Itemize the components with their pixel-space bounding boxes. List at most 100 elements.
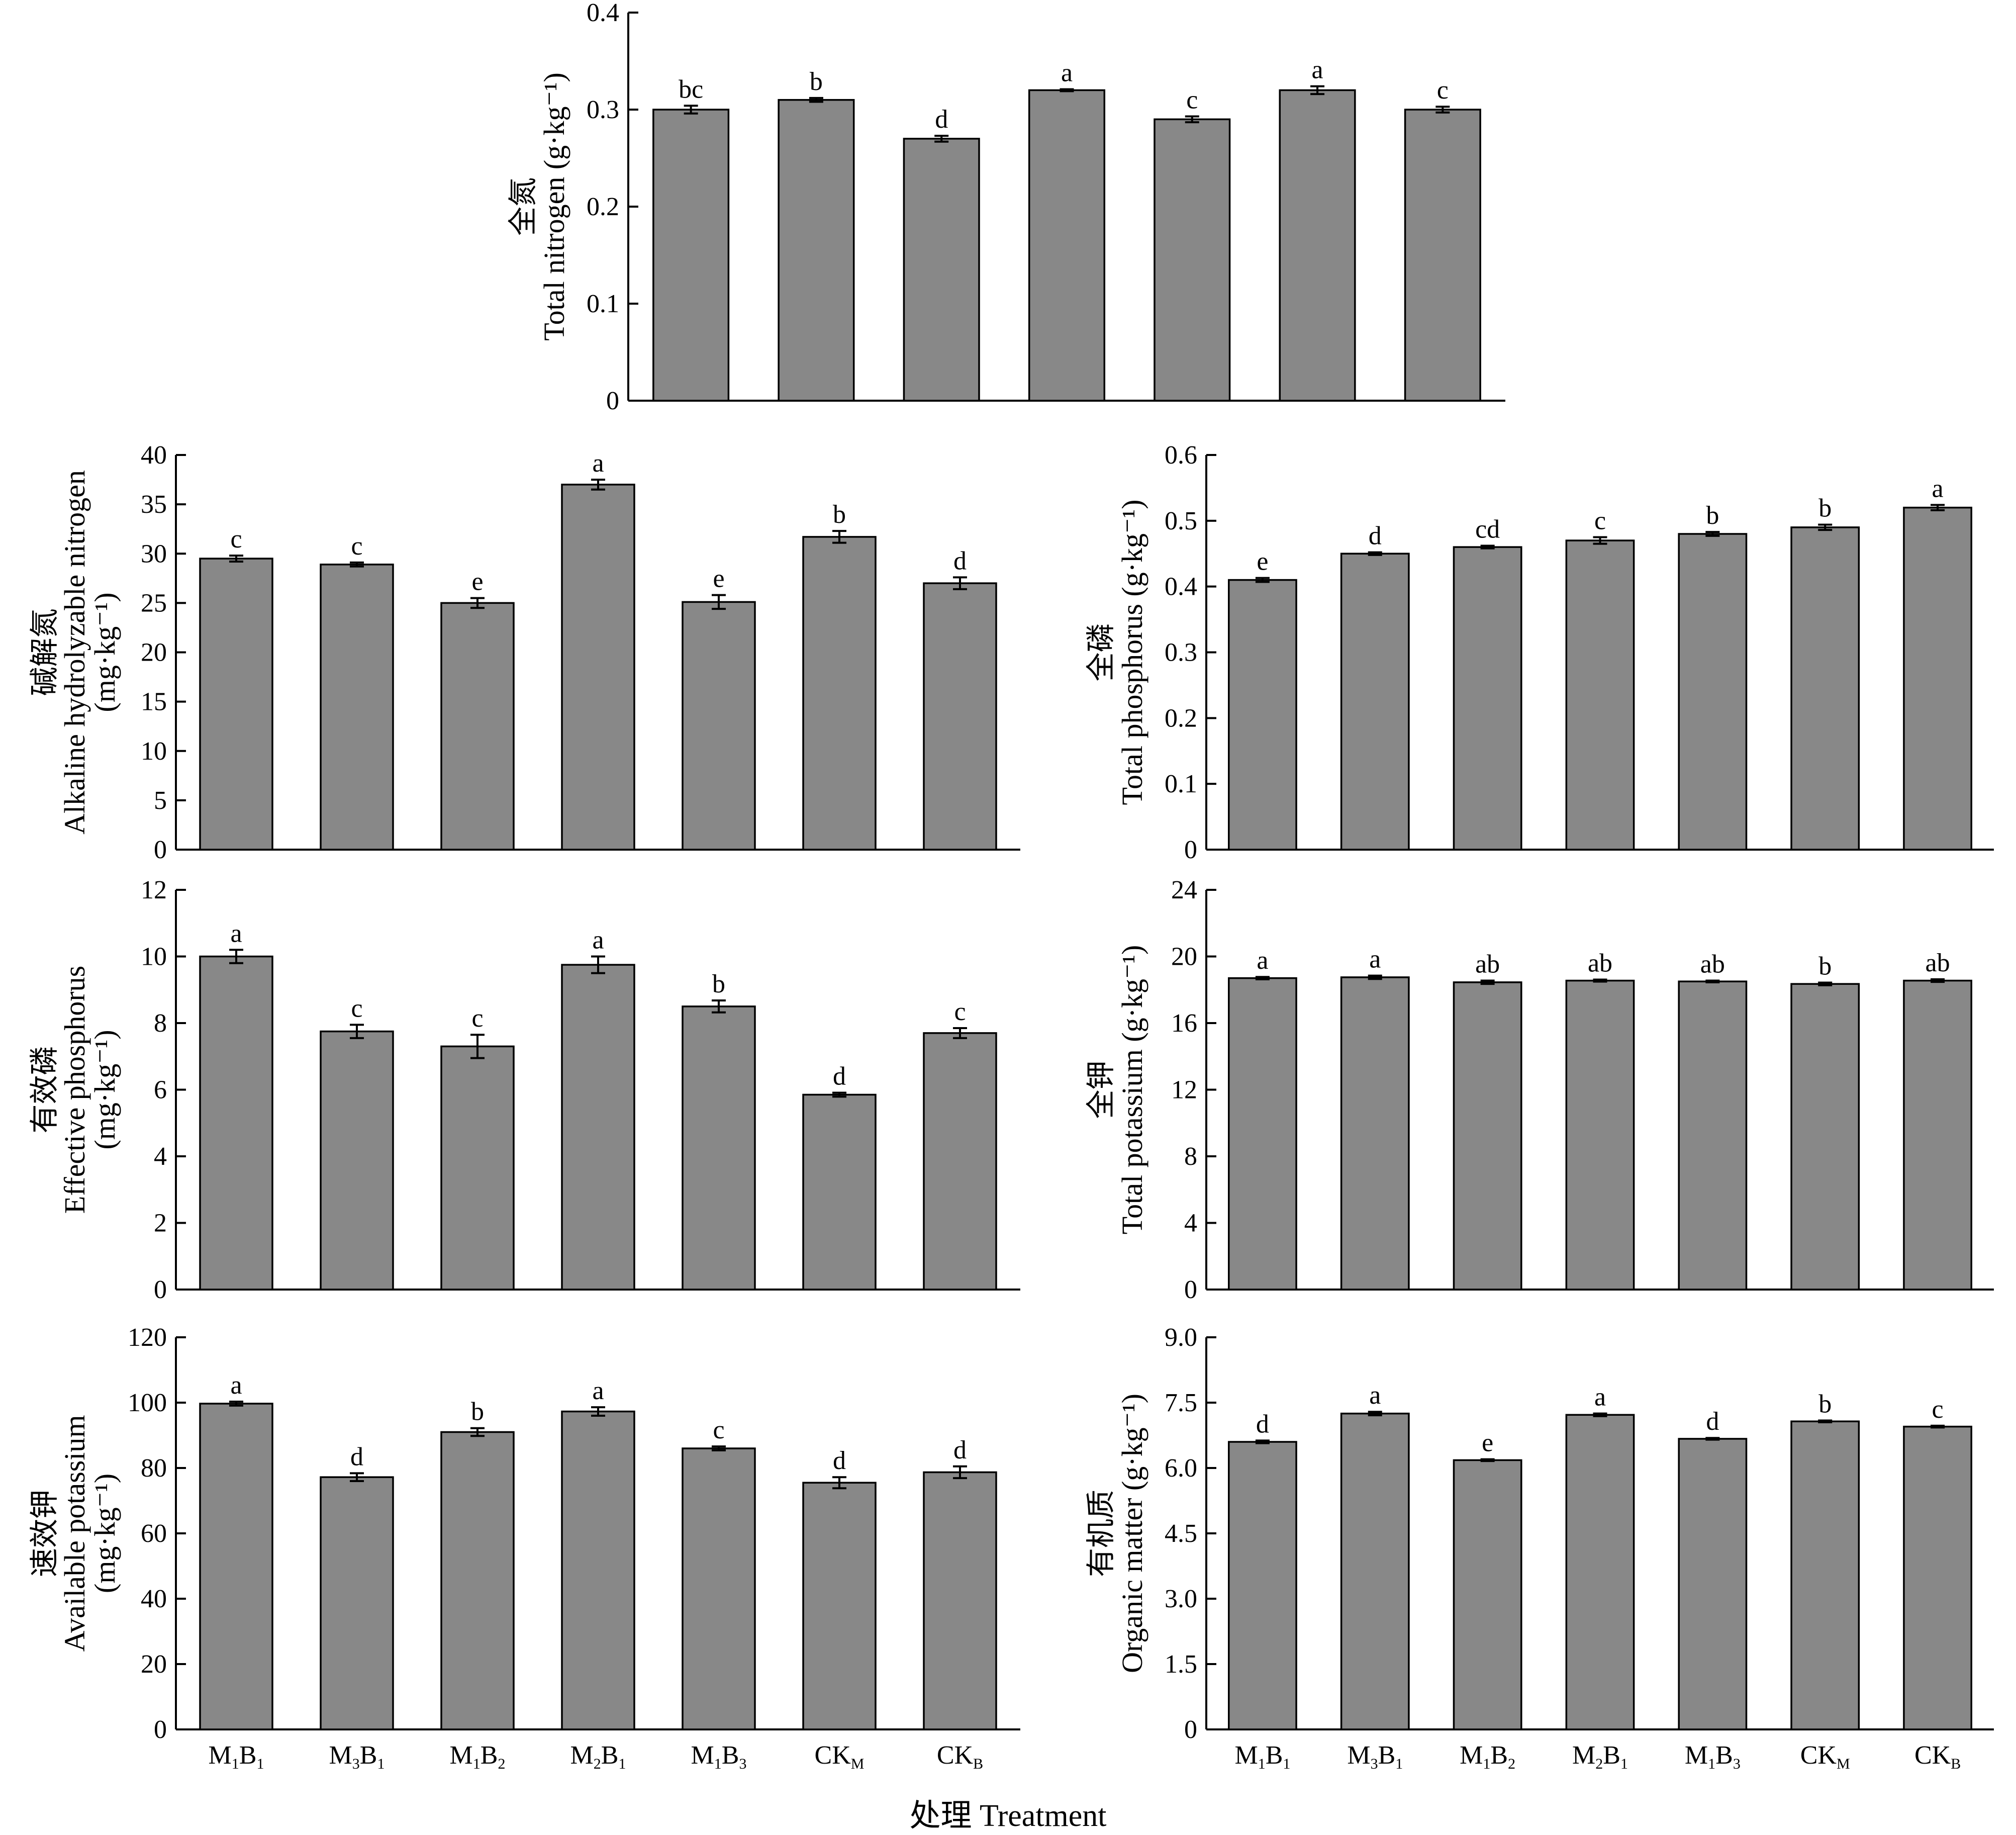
- error-bar-m1b2: [934, 135, 949, 143]
- error-bar-ckm: [1818, 523, 1833, 531]
- y-tick-label: 0.1: [587, 290, 619, 318]
- y-tick-label: 16: [1171, 1009, 1197, 1038]
- x-tick-label-m1b2: M1B2: [450, 1741, 506, 1772]
- error-bar-m1b2: [1480, 544, 1495, 549]
- bar-ckb: [923, 1032, 997, 1291]
- significance-label-ckb: c: [1932, 1395, 1944, 1424]
- y-axis-title-en: Total phosphorus (g·kg⁻¹): [1116, 500, 1148, 805]
- error-bar-m1b3: [1705, 531, 1720, 537]
- bar-m1b2: [903, 138, 980, 402]
- y-tick-label: 25: [141, 589, 167, 617]
- error-bar-m1b2: [470, 1034, 485, 1059]
- x-tick-label-ckm: CKM: [1800, 1741, 1850, 1772]
- bar-m3b1: [320, 1476, 394, 1730]
- y-tick-label: 4: [154, 1142, 167, 1171]
- x-tick-label-m3b1: M3B1: [329, 1741, 385, 1772]
- y-tick-label: 0.6: [1165, 441, 1197, 470]
- y-axis-title-cn: 全氮: [507, 177, 539, 236]
- significance-label-m1b1: e: [1257, 547, 1268, 576]
- bar-m1b2: [1453, 1459, 1522, 1730]
- y-axis-title-en: Total potassium (g·kg⁻¹): [1116, 945, 1148, 1235]
- significance-label-m3b1: a: [1369, 945, 1381, 974]
- error-bar-m1b2: [470, 597, 485, 609]
- significance-label-m1b2: d: [935, 105, 948, 134]
- bar-m3b1: [320, 564, 394, 851]
- error-bar-m1b1: [1255, 1439, 1270, 1444]
- significance-label-m3b1: c: [351, 532, 362, 561]
- bar-m1b2: [1453, 981, 1522, 1291]
- error-bar-m1b2: [470, 1427, 485, 1437]
- bar-m1b3: [1678, 533, 1748, 851]
- y-tick-label: 40: [141, 1585, 167, 1613]
- y-tick-label: 40: [141, 441, 167, 470]
- significance-label-m1b2: b: [471, 1398, 484, 1426]
- x-tick-label-m2b1: M2B1: [1572, 1741, 1628, 1772]
- bar-m2b1: [561, 964, 635, 1291]
- y-axis-title-cn: 全钾: [1085, 1060, 1117, 1119]
- error-bar-m2b1: [591, 479, 605, 491]
- y-axis-title-unit: (mg·kg⁻¹): [88, 1030, 121, 1149]
- y-axis-title-en: Alkaline hydrolyzable nitrogen: [58, 470, 91, 835]
- significance-label-ckm: a: [1312, 56, 1323, 84]
- significance-label-m2b1: ab: [1588, 949, 1612, 978]
- y-axis-title: 有机质Organic matter (g·kg⁻¹): [1085, 1394, 1148, 1673]
- error-bar-ckm: [1310, 85, 1325, 96]
- error-bar-m1b1: [684, 105, 698, 115]
- significance-label-ckb: d: [953, 546, 967, 575]
- significance-label-m2b1: a: [1061, 58, 1073, 87]
- x-tick-label-m1b2: M1B2: [1460, 1741, 1515, 1772]
- y-tick-label: 20: [141, 638, 167, 667]
- y-tick-label: 3.0: [1165, 1585, 1197, 1613]
- significance-label-m2b1: a: [1594, 1383, 1606, 1412]
- error-bar-m1b1: [229, 555, 243, 563]
- error-bar-m3b1: [350, 1472, 364, 1482]
- y-axis-title-en: Available potassium: [58, 1415, 91, 1652]
- bar-m1b3: [682, 601, 756, 851]
- significance-label-m1b2: ab: [1475, 950, 1500, 979]
- y-tick-label: 8: [154, 1009, 167, 1038]
- error-bar-m3b1: [1368, 551, 1382, 556]
- bar-m3b1: [778, 99, 855, 402]
- error-bar-m2b1: [1593, 978, 1607, 983]
- y-tick-label: 0: [1184, 836, 1197, 864]
- error-bar-ckb: [1931, 978, 1945, 983]
- significance-label-ckb: c: [1437, 76, 1449, 105]
- error-bar-m3b1: [1368, 1411, 1382, 1417]
- significance-label-m2b1: a: [592, 449, 604, 478]
- bar-ckb: [1903, 1425, 1972, 1730]
- y-tick-label: 4: [1184, 1209, 1197, 1238]
- y-axis-title-unit: (mg·kg⁻¹): [88, 592, 121, 712]
- y-tick-label: 0: [154, 1715, 167, 1744]
- significance-label-m1b1: a: [230, 1371, 242, 1400]
- y-tick-label: 35: [141, 490, 167, 519]
- y-tick-label: 0: [154, 836, 167, 864]
- bar-m1b3: [1678, 1438, 1748, 1730]
- error-bar-m2b1: [591, 955, 605, 974]
- y-tick-label: 0: [606, 387, 619, 415]
- bar-m1b2: [1453, 546, 1522, 851]
- significance-label-m3b1: c: [351, 994, 362, 1023]
- y-tick-label: 0.2: [587, 193, 619, 221]
- x-tick-label-m1b3: M1B3: [691, 1741, 747, 1772]
- error-bar-m1b3: [712, 1445, 726, 1451]
- bar-ckb: [1404, 109, 1481, 402]
- y-tick-label: 6: [154, 1076, 167, 1105]
- x-tick-label-ckm: CKM: [815, 1741, 865, 1772]
- significance-label-m1b3: ab: [1700, 950, 1725, 979]
- significance-label-m1b3: c: [713, 1416, 724, 1444]
- chart-panel-2: 0 5 10 15 20 25 30 35 40 碱解氮Alkaline hydrolyzable…: [28, 441, 1020, 864]
- bar-ckb: [923, 1471, 997, 1730]
- bar-ckm: [1790, 983, 1860, 1291]
- bar-m1b1: [1228, 977, 1297, 1291]
- error-bar-m1b3: [1185, 115, 1199, 124]
- x-tick-label-m1b3: M1B3: [1685, 1741, 1741, 1772]
- error-bar-ckb: [1435, 106, 1450, 114]
- y-axis-title-cn: 全磷: [1085, 623, 1117, 681]
- error-bar-m3b1: [1368, 974, 1382, 980]
- chart-panel-3: 0 0.1 0.2 0.3 0.4 0.5 0.6 全磷Total phosphorus (g…: [1085, 441, 1994, 864]
- x-tick-label-ckb: CKB: [937, 1741, 983, 1772]
- y-axis-title-cn: 有机质: [1085, 1490, 1117, 1577]
- significance-label-m3b1: d: [350, 1442, 363, 1471]
- y-tick-label: 10: [141, 737, 167, 766]
- y-tick-label: 7.5: [1165, 1389, 1197, 1417]
